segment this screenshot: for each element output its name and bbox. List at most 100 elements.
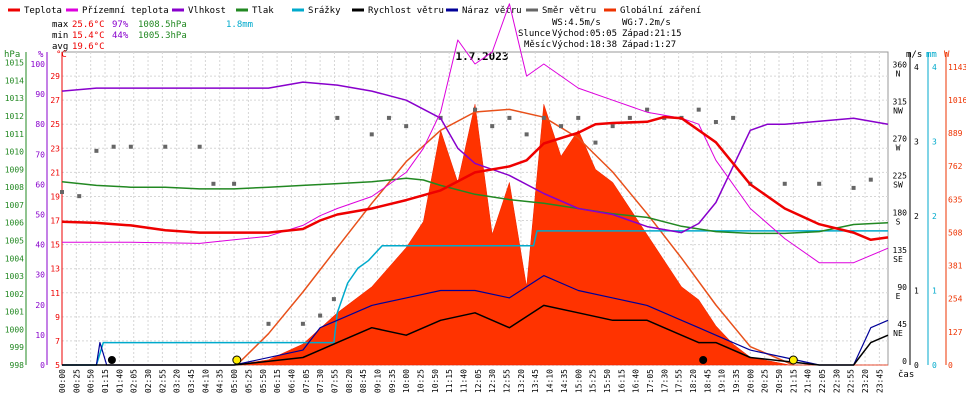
humidity-line [61, 81, 889, 234]
rad-tick-label: 635 [948, 195, 963, 204]
temp-tick-label: 15 [50, 241, 60, 250]
dir-tick-label: 315 [893, 98, 908, 107]
press-tick-label: 1006 [5, 219, 24, 228]
x-tick-label: 11:40 [460, 369, 469, 393]
x-tick-label: 01:40 [115, 369, 124, 393]
x-tick-label: 02:55 [158, 369, 167, 393]
unit-press: hPa [4, 50, 20, 60]
rain-tick-label: 2 [932, 212, 937, 221]
stats-max-rain: 1.8mm [226, 20, 253, 30]
wind-direction-point [111, 144, 116, 149]
legend-label: Tlak [252, 6, 274, 16]
x-tick-label: 10:50 [431, 369, 440, 393]
rain-tick-label: 4 [932, 63, 937, 72]
rad-tick-label: 889 [948, 129, 963, 138]
press-tick-label: 1014 [5, 76, 24, 85]
wind-direction-point [541, 115, 546, 120]
x-tick-label: 08:45 [359, 369, 368, 393]
clear-sky-radiation-line [236, 108, 794, 366]
legend-label: Teplota [24, 6, 62, 16]
info-sun-rise: Východ:05:05 [552, 29, 617, 39]
x-tick-label: 04:35 [216, 369, 225, 393]
x-tick-label: 14:10 [546, 369, 555, 393]
temp-tick-label: 17 [50, 217, 60, 226]
x-tick-label: 03:45 [187, 369, 196, 393]
unit-wind: m/s [906, 50, 922, 60]
x-tick-label: 22:55 [847, 369, 856, 393]
dir-tick-label: E [896, 292, 901, 301]
stats-min-label: min [52, 31, 68, 41]
x-tick-label: 18:45 [703, 369, 712, 393]
hum-tick-label: 40 [35, 241, 45, 250]
temperature-line [61, 115, 889, 242]
legend-label: Vlhkost [188, 6, 226, 16]
wind-tick-label: 2 [914, 212, 919, 221]
press-tick-label: 1008 [5, 183, 24, 192]
x-tick-label: 01:15 [101, 369, 110, 393]
dir-tick-label: 180 [893, 209, 908, 218]
axes: 00:00 00:25 00:50 01:15 01:40 02:05 02:30 02:55… [5, 52, 966, 393]
dir-tick-label: 45 [897, 320, 907, 329]
rain-tick-label: 3 [932, 137, 937, 146]
moonset-marker [107, 356, 116, 364]
x-tick-label: 13:45 [531, 369, 540, 393]
stats-avg-temp: 19.6°C [72, 42, 105, 52]
wind-direction-point [593, 140, 598, 145]
wind-direction-point [300, 321, 305, 326]
legend-label: Náraz větru [462, 6, 522, 16]
hum-tick-label: 50 [35, 211, 45, 220]
x-tick-label: 16:40 [632, 369, 641, 393]
hum-tick-label: 30 [35, 271, 45, 280]
wind-direction-point [197, 144, 202, 149]
wind-direction-point [576, 115, 581, 120]
wind-tick-label: 1 [914, 286, 919, 295]
x-tick-label: 23:20 [861, 369, 870, 393]
x-tick-label: 06:40 [287, 369, 296, 393]
x-tick-label: 02:30 [144, 369, 153, 393]
x-tick-label: 10:00 [402, 369, 411, 393]
press-tick-label: 1004 [5, 254, 24, 263]
wind-direction-point [232, 181, 237, 186]
legend-label: Přízemní teplota [82, 6, 169, 16]
x-tick-label: 07:30 [316, 369, 325, 393]
press-tick-label: 1010 [5, 148, 24, 157]
hum-tick-label: 100 [31, 60, 46, 69]
stats-box: max 25.6°C 97% 1008.5hPa 1.8mm min 15.4°… [52, 20, 253, 52]
unit-time: čas [898, 369, 914, 380]
x-tick-label: 21:40 [804, 369, 813, 393]
press-tick-label: 1000 [5, 325, 24, 334]
wind-direction-point [851, 185, 856, 190]
legend-label: Globální záření [620, 6, 701, 16]
info-ws: WS:4.5m/s [552, 18, 601, 28]
temp-tick-label: 13 [50, 265, 60, 274]
stats-max-press: 1008.5hPa [138, 20, 187, 30]
hum-tick-label: 60 [35, 180, 45, 189]
pressure-line [61, 177, 889, 235]
x-tick-label: 18:20 [689, 369, 698, 393]
x-tick-label: 16:15 [617, 369, 626, 393]
x-tick-label: 23:45 [875, 369, 884, 393]
info-sun-label: Slunce [518, 29, 551, 39]
rain-tick-label: 0 [932, 361, 937, 370]
rad-tick-label: 0 [948, 361, 953, 370]
wind-direction-point [713, 120, 718, 125]
dir-tick-label: S [896, 218, 901, 227]
x-tick-label: 07:55 [330, 369, 339, 393]
rad-tick-label: 381 [948, 262, 963, 271]
temp-tick-label: 27 [50, 96, 60, 105]
temp-tick-label: 29 [50, 72, 60, 81]
x-tick-label: 22:05 [818, 369, 827, 393]
wind-direction-point [94, 148, 99, 153]
wind-direction-point [128, 144, 133, 149]
hum-tick-label: 80 [35, 120, 45, 129]
wind-direction-point [473, 107, 477, 112]
x-tick-label: 10:25 [417, 369, 426, 393]
unit-temp: °C [56, 50, 67, 60]
x-tick-label: 12:55 [503, 369, 512, 393]
wind-direction-point [782, 181, 787, 186]
x-tick-label: 05:00 [230, 369, 239, 393]
wind-direction-point [386, 115, 391, 120]
stats-min-hum: 44% [112, 31, 129, 41]
rad-tick-label: 762 [948, 162, 963, 171]
stats-avg-label: avg [52, 42, 68, 52]
